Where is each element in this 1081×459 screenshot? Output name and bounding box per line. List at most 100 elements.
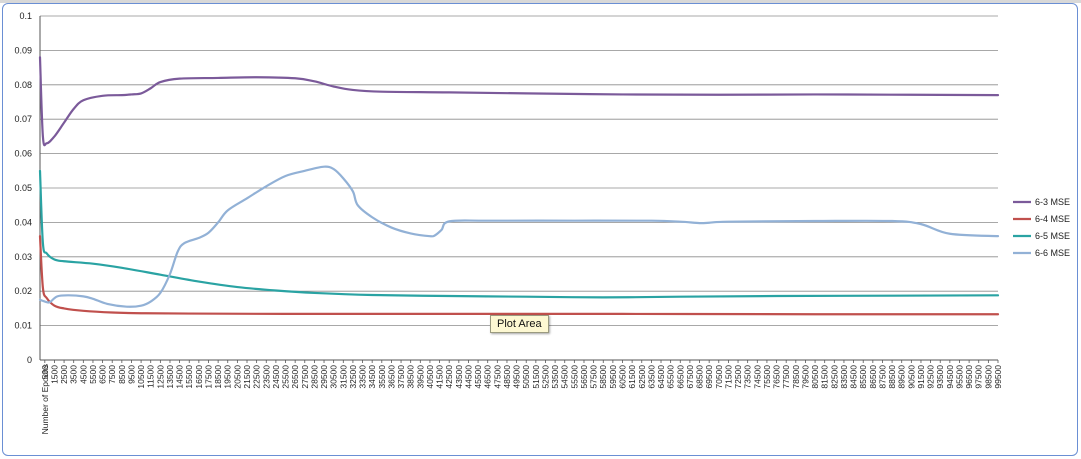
x-tick-label: 79500 <box>800 365 810 389</box>
x-tick-label: 48500 <box>502 365 512 389</box>
x-tick-label: 43500 <box>454 365 464 389</box>
x-tick-label: 65500 <box>666 365 676 389</box>
x-tick-label: 74500 <box>752 365 762 389</box>
x-tick-label: 83500 <box>839 365 849 389</box>
x-tick-label: 55500 <box>569 365 579 389</box>
x-tick-label: 15500 <box>184 365 194 389</box>
x-tick-label: 51500 <box>531 365 541 389</box>
x-tick-label: 47500 <box>492 365 502 389</box>
x-tick-label: 94500 <box>945 365 955 389</box>
x-tick-label: 90500 <box>906 365 916 389</box>
x-tick-label: 62500 <box>637 365 647 389</box>
x-tick-label: 84500 <box>849 365 859 389</box>
x-tick-label: 40500 <box>425 365 435 389</box>
x-tick-label: 57500 <box>589 365 599 389</box>
x-tick-label: 27500 <box>300 365 310 389</box>
x-tick-label: 9500 <box>126 365 136 384</box>
x-tick-label: 31500 <box>338 365 348 389</box>
x-tick-label: 52500 <box>540 365 550 389</box>
x-tick-label: 97500 <box>974 365 984 389</box>
x-tick-label: 35500 <box>377 365 387 389</box>
x-tick-label: 25500 <box>281 365 291 389</box>
x-tick-label: 44500 <box>463 365 473 389</box>
x-tick-label: 93500 <box>935 365 945 389</box>
x-tick-label: 99500 <box>993 365 1003 389</box>
x-tick-label: 36500 <box>386 365 396 389</box>
x-tick-label: 86500 <box>868 365 878 389</box>
y-tick-label: 0.1 <box>19 11 32 21</box>
x-tick-label: 87500 <box>877 365 887 389</box>
x-tick-label: 80500 <box>810 365 820 389</box>
x-axis-label: Number of Epochs <box>40 364 50 434</box>
y-tick-label: 0.05 <box>14 183 32 193</box>
x-tick-label: 2500 <box>59 365 69 384</box>
x-tick-label: 26500 <box>290 365 300 389</box>
x-tick-label: 11500 <box>146 365 156 388</box>
x-tick-label: 98500 <box>983 365 993 389</box>
x-tick-label: 38500 <box>406 365 416 389</box>
x-tick-label: 42500 <box>444 365 454 389</box>
x-tick-label: 78500 <box>791 365 801 389</box>
legend-label: 6-6 MSE <box>1035 248 1070 258</box>
x-tick-label: 1500 <box>49 365 59 384</box>
x-tick-label: 56500 <box>579 365 589 389</box>
chart-area[interactable] <box>2 3 1078 456</box>
x-tick-label: 77500 <box>781 365 791 389</box>
x-tick-label: 500 <box>40 365 50 379</box>
x-tick-label: 10500 <box>136 365 146 389</box>
legend-label: 6-4 MSE <box>1035 214 1070 224</box>
x-tick-label: 37500 <box>396 365 406 389</box>
y-tick-label: 0 <box>27 355 32 365</box>
x-tick-label: 24500 <box>271 365 281 389</box>
x-tick-label: 8500 <box>117 365 127 384</box>
x-tick-label: 64500 <box>656 365 666 389</box>
x-tick-label: 58500 <box>598 365 608 389</box>
x-tick-label: 68500 <box>695 365 705 389</box>
y-tick-label: 0.09 <box>14 45 32 55</box>
x-tick-label: 72500 <box>733 365 743 389</box>
x-tick-label: 32500 <box>348 365 358 389</box>
x-tick-label: 20500 <box>232 365 242 389</box>
legend-label: 6-3 MSE <box>1035 197 1070 207</box>
x-tick-label: 60500 <box>618 365 628 389</box>
series-lines <box>38 56 1000 316</box>
y-tick-label: 0.06 <box>14 149 32 159</box>
gridlines <box>40 15 998 361</box>
x-tick-label: 92500 <box>926 365 936 389</box>
top-strip <box>0 0 1081 3</box>
x-tick-label: 30500 <box>329 365 339 389</box>
x-tick-label: 63500 <box>646 365 656 389</box>
y-tick-label: 0.01 <box>14 321 32 331</box>
x-tick-label: 75500 <box>762 365 772 389</box>
x-tick-label: 22500 <box>252 365 262 389</box>
x-tick-label: 85500 <box>858 365 868 389</box>
x-tick-label: 70500 <box>714 365 724 389</box>
x-tick-label: 50500 <box>521 365 531 389</box>
x-tick-label: 71500 <box>723 365 733 389</box>
x-tick-label: 67500 <box>685 365 695 389</box>
x-tick-label: 5500 <box>88 365 98 384</box>
x-tick-label: 13500 <box>165 365 175 389</box>
y-axis: 0 0.01 0.02 0.03 0.04 0.05 0.06 0.07 0.08 0.09 0.1 <box>14 11 41 365</box>
x-tick-label: 3500 <box>69 365 79 384</box>
legend-label: 6-5 MSE <box>1035 231 1070 241</box>
series-line-6-4-mse[interactable] <box>38 235 1000 316</box>
y-tick-label: 0.03 <box>14 252 32 262</box>
x-tick-label: 12500 <box>155 365 165 389</box>
x-tick-label: 73500 <box>743 365 753 389</box>
x-tick-label: 82500 <box>829 365 839 389</box>
series-line-6-5-mse[interactable] <box>38 169 1000 299</box>
x-tick-label: 33500 <box>358 365 368 389</box>
x-tick-label: 69500 <box>704 365 714 389</box>
series-line-6-3-mse[interactable] <box>38 56 1000 147</box>
x-tick-label: 39500 <box>415 365 425 389</box>
series-line-6-6-mse[interactable] <box>38 165 1000 308</box>
y-tick-label: 0.02 <box>14 286 32 296</box>
x-tick-label: 89500 <box>897 365 907 389</box>
x-tick-label: 59500 <box>608 365 618 389</box>
x-tick-label: 4500 <box>78 365 88 384</box>
x-tick-label: 49500 <box>512 365 522 389</box>
